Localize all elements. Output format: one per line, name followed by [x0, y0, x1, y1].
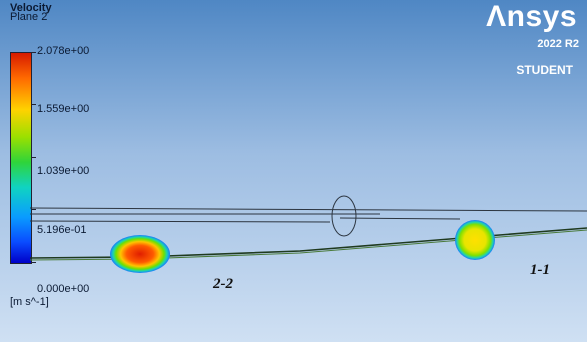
section-2-2-label: 2-2 — [213, 276, 233, 292]
legend-unit: [m s^-1] — [10, 296, 49, 308]
colorbar-tick — [31, 209, 36, 210]
colorbar-tick-label-min: 0.000e+00 — [37, 283, 90, 295]
colorbar-tick — [31, 104, 36, 105]
colorbar-tick-label: 1.559e+00 — [37, 103, 90, 115]
ansys-logo: Λnsys — [486, 0, 577, 33]
inlet-cross-section-ellipse — [331, 195, 357, 237]
upper-pipe-edge — [339, 217, 461, 220]
upper-pipe-edge — [29, 207, 587, 212]
section-2-2-velocity-contour — [110, 235, 170, 273]
velocity-colorbar — [10, 52, 32, 264]
upper-pipe-lines — [29, 207, 587, 223]
colorbar-tick — [31, 52, 36, 53]
colorbar-tick — [31, 262, 36, 263]
colorbar-tick-label-max: 2.078e+00 — [37, 45, 90, 57]
section-1-1-label: 1-1 — [530, 262, 550, 278]
upper-pipe-edge — [29, 220, 331, 223]
colorbar-tick — [31, 157, 36, 158]
ansys-version: 2022 R2 — [537, 38, 579, 50]
colorbar-tick-label: 1.039e+00 — [37, 165, 90, 177]
legend-location-title: Plane 2 — [10, 11, 48, 23]
lower-pipe-centerline — [29, 227, 587, 259]
lower-pipe-lines — [29, 227, 587, 261]
colorbar-tick-label: 5.196e-01 — [37, 224, 87, 236]
ansys-student-badge: STUDENT — [516, 63, 573, 77]
lower-pipe-edge — [29, 229, 587, 261]
legend-variable-title: Velocity — [10, 2, 52, 14]
section-1-1-velocity-contour — [455, 220, 495, 260]
